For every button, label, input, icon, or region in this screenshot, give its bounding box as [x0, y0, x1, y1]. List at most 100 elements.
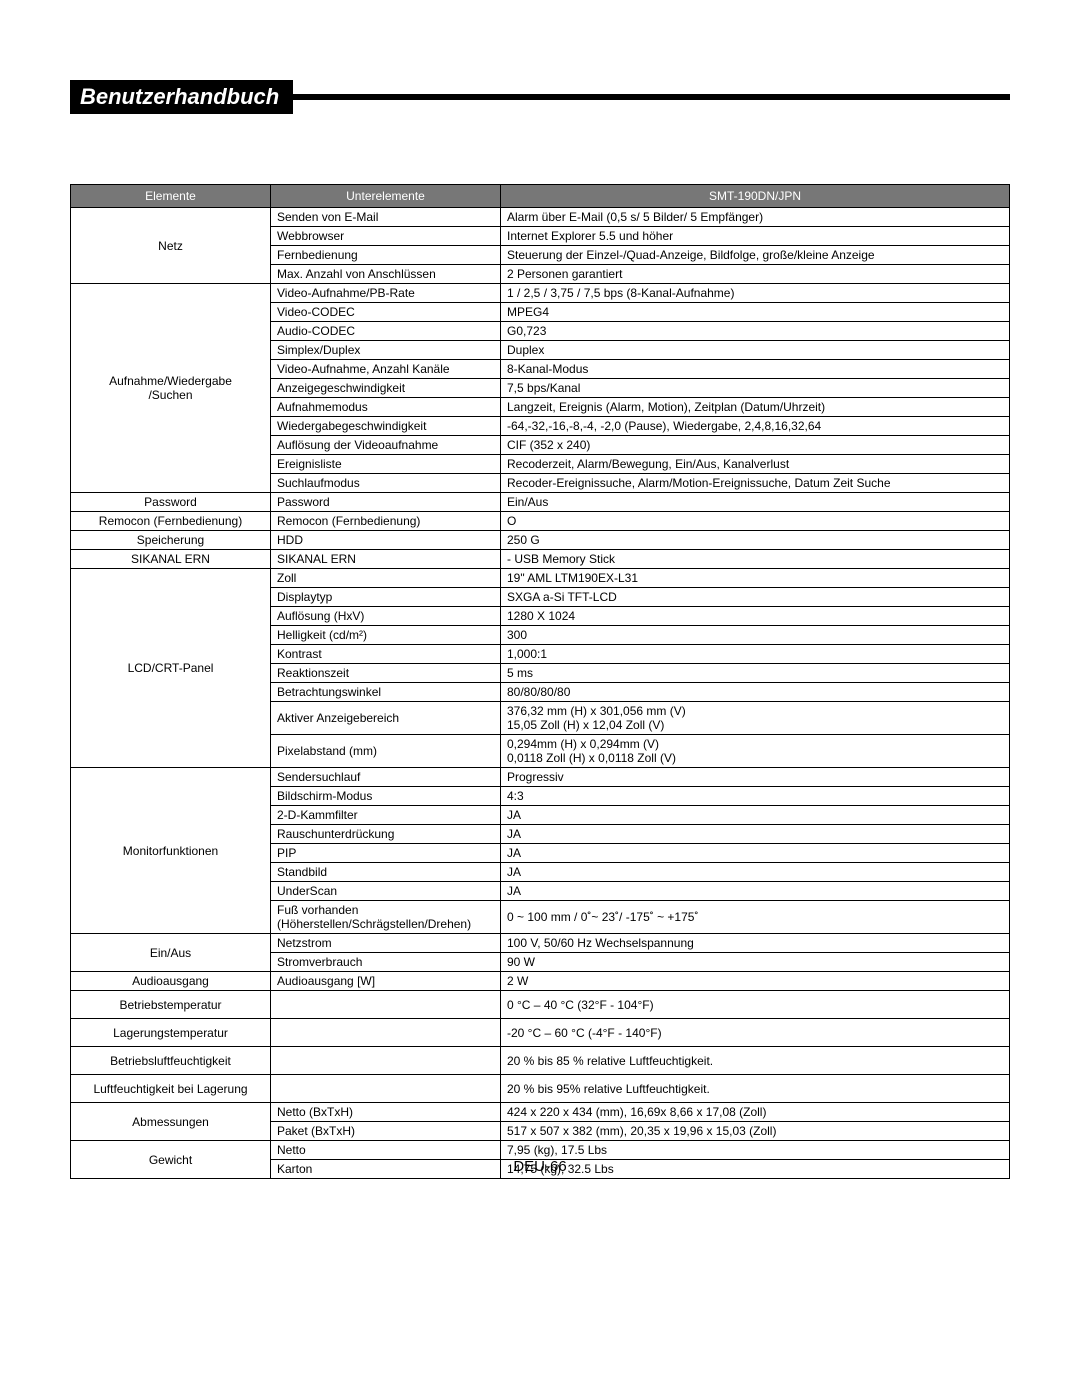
value-cell: SXGA a-Si TFT-LCD: [501, 588, 1010, 607]
subelement-cell: Netto (BxTxH): [271, 1103, 501, 1122]
subelement-cell: Wiedergabegeschwindigkeit: [271, 417, 501, 436]
subelement-cell: PIP: [271, 844, 501, 863]
value-cell: 5 ms: [501, 664, 1010, 683]
element-cell: Luftfeuchtigkeit bei Lagerung: [71, 1075, 271, 1103]
value-cell: 0,294mm (H) x 0,294mm (V) 0,0118 Zoll (H…: [501, 735, 1010, 768]
table-row: MonitorfunktionenSendersuchlaufProgressi…: [71, 768, 1010, 787]
table-row: PasswordPasswordEin/Aus: [71, 493, 1010, 512]
value-cell: JA: [501, 806, 1010, 825]
value-cell: O: [501, 512, 1010, 531]
value-cell: 0 °C – 40 °C (32°F - 104°F): [501, 991, 1010, 1019]
value-cell: Recoderzeit, Alarm/Bewegung, Ein/Aus, Ka…: [501, 455, 1010, 474]
header-rule: [293, 94, 1010, 100]
value-cell: Progressiv: [501, 768, 1010, 787]
subelement-cell: Auflösung der Videoaufnahme: [271, 436, 501, 455]
value-cell: 1 / 2,5 / 3,75 / 7,5 bps (8-Kanal-Aufnah…: [501, 284, 1010, 303]
subelement-cell: Webbrowser: [271, 227, 501, 246]
subelement-cell: Ereignisliste: [271, 455, 501, 474]
th-model: SMT-190DN/JPN: [501, 185, 1010, 208]
th-unterelemente: Unterelemente: [271, 185, 501, 208]
th-elemente: Elemente: [71, 185, 271, 208]
value-cell: CIF (352 x 240): [501, 436, 1010, 455]
value-cell: 8-Kanal-Modus: [501, 360, 1010, 379]
subelement-cell: UnderScan: [271, 882, 501, 901]
element-cell: Betriebstemperatur: [71, 991, 271, 1019]
table-row: Ein/AusNetzstrom100 V, 50/60 Hz Wechsels…: [71, 934, 1010, 953]
value-cell: 4:3: [501, 787, 1010, 806]
subelement-cell: Audioausgang [W]: [271, 972, 501, 991]
table-header-row: Elemente Unterelemente SMT-190DN/JPN: [71, 185, 1010, 208]
subelement-cell: Netto: [271, 1141, 501, 1160]
table-row: AbmessungenNetto (BxTxH)424 x 220 x 434 …: [71, 1103, 1010, 1122]
subelement-cell: Helligkeit (cd/m²): [271, 626, 501, 645]
subelement-cell: Video-Aufnahme, Anzahl Kanäle: [271, 360, 501, 379]
value-cell: 424 x 220 x 434 (mm), 16,69x 8,66 x 17,0…: [501, 1103, 1010, 1122]
subelement-cell: Displaytyp: [271, 588, 501, 607]
element-cell: Betriebsluftfeuchtigkeit: [71, 1047, 271, 1075]
subelement-cell: Kontrast: [271, 645, 501, 664]
spec-table: Elemente Unterelemente SMT-190DN/JPN Net…: [70, 184, 1010, 1179]
value-cell: Steuerung der Einzel-/Quad-Anzeige, Bild…: [501, 246, 1010, 265]
value-cell: Recoder-Ereignissuche, Alarm/Motion-Erei…: [501, 474, 1010, 493]
value-cell: 300: [501, 626, 1010, 645]
value-cell: JA: [501, 844, 1010, 863]
subelement-cell: Pixelabstand (mm): [271, 735, 501, 768]
subelement-cell: [271, 1047, 501, 1075]
value-cell: 2 Personen garantiert: [501, 265, 1010, 284]
table-row: Aufnahme/Wiedergabe /SuchenVideo-Aufnahm…: [71, 284, 1010, 303]
element-cell: Monitorfunktionen: [71, 768, 271, 934]
element-cell: SIKANAL ERN: [71, 550, 271, 569]
subelement-cell: Sendersuchlauf: [271, 768, 501, 787]
subelement-cell: Bildschirm-Modus: [271, 787, 501, 806]
subelement-cell: [271, 1019, 501, 1047]
value-cell: 517 x 507 x 382 (mm), 20,35 x 19,96 x 15…: [501, 1122, 1010, 1141]
table-row: Remocon (Fernbedienung)Remocon (Fernbedi…: [71, 512, 1010, 531]
table-row: NetzSenden von E-MailAlarm über E-Mail (…: [71, 208, 1010, 227]
value-cell: MPEG4: [501, 303, 1010, 322]
element-cell: Speicherung: [71, 531, 271, 550]
value-cell: 20 % bis 85 % relative Luftfeuchtigkeit.: [501, 1047, 1010, 1075]
value-cell: G0,723: [501, 322, 1010, 341]
value-cell: 376,32 mm (H) x 301,056 mm (V) 15,05 Zol…: [501, 702, 1010, 735]
subelement-cell: Simplex/Duplex: [271, 341, 501, 360]
value-cell: -64,-32,-16,-8,-4, -2,0 (Pause), Wiederg…: [501, 417, 1010, 436]
subelement-cell: 2-D-Kammfilter: [271, 806, 501, 825]
element-cell: Remocon (Fernbedienung): [71, 512, 271, 531]
page-header: Benutzerhandbuch: [70, 80, 1010, 114]
subelement-cell: Paket (BxTxH): [271, 1122, 501, 1141]
subelement-cell: Rauschunterdrückung: [271, 825, 501, 844]
value-cell: 0 ~ 100 mm / 0˚~ 23˚/ -175˚ ~ +175˚: [501, 901, 1010, 934]
value-cell: JA: [501, 882, 1010, 901]
table-row: SIKANAL ERNSIKANAL ERN- USB Memory Stick: [71, 550, 1010, 569]
subelement-cell: Netzstrom: [271, 934, 501, 953]
subelement-cell: Remocon (Fernbedienung): [271, 512, 501, 531]
element-cell: Audioausgang: [71, 972, 271, 991]
subelement-cell: Reaktionszeit: [271, 664, 501, 683]
element-cell: Abmessungen: [71, 1103, 271, 1141]
subelement-cell: Suchlaufmodus: [271, 474, 501, 493]
value-cell: 2 W: [501, 972, 1010, 991]
subelement-cell: Anzeigegeschwindigkeit: [271, 379, 501, 398]
subelement-cell: Betrachtungswinkel: [271, 683, 501, 702]
subelement-cell: Senden von E-Mail: [271, 208, 501, 227]
subelement-cell: Video-Aufnahme/PB-Rate: [271, 284, 501, 303]
table-row: GewichtNetto7,95 (kg), 17.5 Lbs: [71, 1141, 1010, 1160]
subelement-cell: Stromverbrauch: [271, 953, 501, 972]
subelement-cell: [271, 991, 501, 1019]
subelement-cell: Max. Anzahl von Anschlüssen: [271, 265, 501, 284]
subelement-cell: Audio-CODEC: [271, 322, 501, 341]
value-cell: 1,000:1: [501, 645, 1010, 664]
value-cell: 7,5 bps/Kanal: [501, 379, 1010, 398]
value-cell: Ein/Aus: [501, 493, 1010, 512]
table-row: AudioausgangAudioausgang [W]2 W: [71, 972, 1010, 991]
table-row: LCD/CRT-PanelZoll19" AML LTM190EX-L31: [71, 569, 1010, 588]
element-cell: Ein/Aus: [71, 934, 271, 972]
element-cell: Lagerungstemperatur: [71, 1019, 271, 1047]
subelement-cell: Auflösung (HxV): [271, 607, 501, 626]
value-cell: -20 °C – 60 °C (-4°F - 140°F): [501, 1019, 1010, 1047]
value-cell: JA: [501, 863, 1010, 882]
subelement-cell: SIKANAL ERN: [271, 550, 501, 569]
value-cell: 250 G: [501, 531, 1010, 550]
element-cell: LCD/CRT-Panel: [71, 569, 271, 768]
value-cell: Alarm über E-Mail (0,5 s/ 5 Bilder/ 5 Em…: [501, 208, 1010, 227]
